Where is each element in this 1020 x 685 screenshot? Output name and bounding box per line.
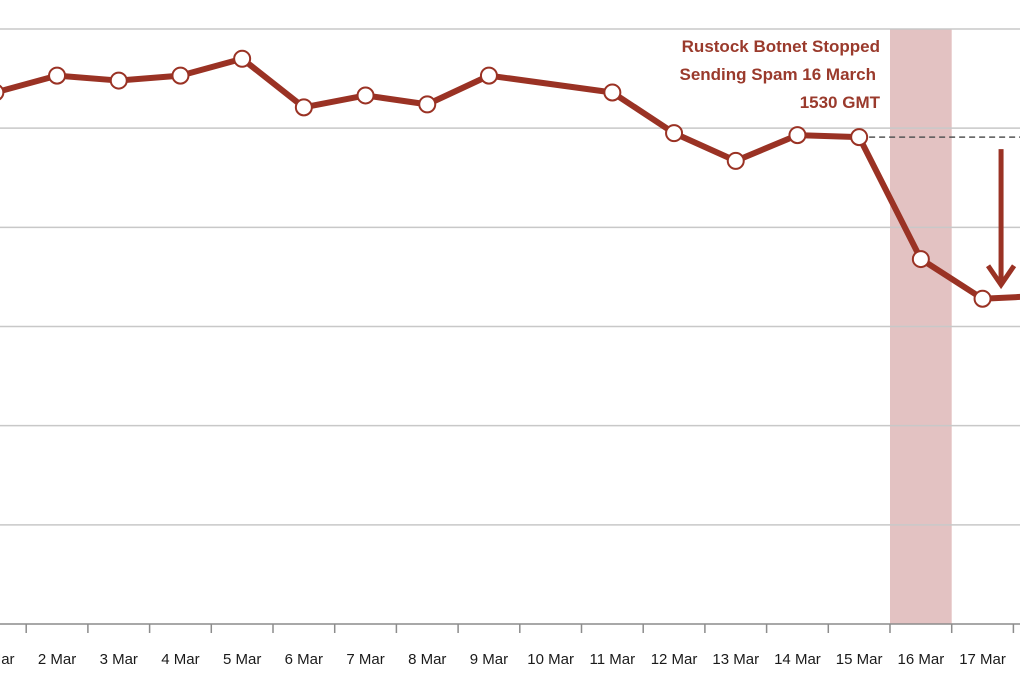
x-tick-label: 7 Mar [346, 651, 384, 668]
x-tick-label: 10 Mar [527, 651, 574, 668]
x-tick-label: 9 Mar [470, 651, 508, 668]
data-point [48, 66, 67, 85]
annotation: Rustock Botnet Stopped Sending Spam 16 M… [680, 37, 881, 112]
x-tick-label: 8 Mar [408, 651, 446, 668]
x-tick-label: 12 Mar [651, 651, 698, 668]
data-point [788, 126, 807, 145]
data-point [233, 49, 252, 68]
x-tick-label: 2 Mar [38, 651, 76, 668]
x-tick-label: 5 Mar [223, 651, 261, 668]
data-point [0, 84, 5, 101]
x-tick-label: 3 Mar [100, 651, 138, 668]
data-point [726, 151, 745, 170]
data-point [665, 124, 684, 143]
x-tick-label: 13 Mar [712, 651, 759, 668]
data-point [911, 250, 930, 269]
arrow-head [985, 264, 1017, 290]
series-layer [0, 49, 1020, 308]
x-tick-label: 15 Mar [836, 651, 883, 668]
x-tick-label: 17 Mar [959, 651, 1006, 668]
data-point [603, 83, 622, 102]
data-point [294, 98, 313, 117]
annotation-line-3: 1530 GMT [800, 93, 881, 112]
data-point [356, 86, 375, 105]
data-point [479, 66, 498, 85]
data-point [109, 71, 128, 90]
data-point [418, 95, 437, 114]
x-tick-label: 16 Mar [898, 651, 945, 668]
x-tick-label: 11 Mar [590, 651, 636, 668]
data-point [850, 128, 869, 147]
x-tick-label: 4 Mar [161, 651, 199, 668]
annotation-line-2: Sending Spam 16 March [680, 65, 877, 84]
x-tick-label: 14 Mar [774, 651, 821, 668]
data-point [171, 66, 190, 85]
x-tick-label: 6 Mar [285, 651, 323, 668]
x-tick-label: 1 Mar [0, 651, 15, 668]
x-axis: 1 Mar 2 Mar 3 Mar 4 Mar 5 Mar 6 Mar 7 Mar 8 Mar… [0, 623, 1020, 668]
data-point [973, 289, 992, 308]
gridlines [0, 28, 1020, 526]
annotation-line-1: Rustock Botnet Stopped [682, 37, 880, 56]
arrow-layer [985, 149, 1017, 290]
